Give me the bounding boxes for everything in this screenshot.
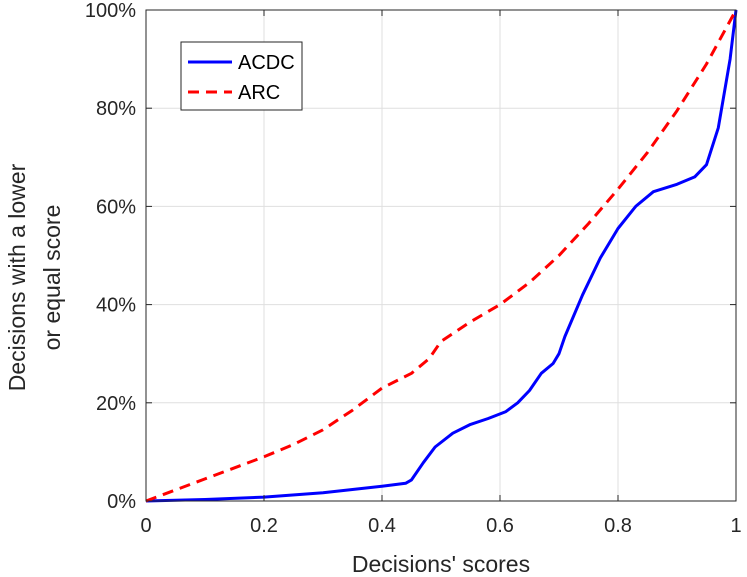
y-tick-label: 80% bbox=[96, 98, 136, 120]
y-tick-label: 60% bbox=[96, 196, 136, 218]
y-tick-label: 0% bbox=[107, 491, 136, 513]
y-axis-label-line-2: or equal score bbox=[39, 205, 65, 351]
x-axis-label: Decisions' scores bbox=[352, 551, 530, 577]
legend-label-acdc: ACDC bbox=[238, 52, 295, 74]
series-line-acdc bbox=[145, 9, 738, 503]
x-tick-label: 0.6 bbox=[486, 515, 514, 537]
y-tick-label: 40% bbox=[96, 295, 136, 317]
y-tick-label: 100% bbox=[85, 0, 136, 22]
x-tick-label: 0.2 bbox=[250, 515, 278, 537]
y-tick-label: 20% bbox=[96, 393, 136, 415]
plot-area-frame bbox=[145, 9, 737, 502]
series-layer bbox=[145, 9, 738, 503]
x-tick-label: 0.8 bbox=[604, 515, 632, 537]
x-tick-label: 0 bbox=[140, 515, 151, 537]
y-axis-label: Decisions with a lower or equal score bbox=[4, 163, 65, 391]
x-tick-label: 1 bbox=[730, 515, 741, 537]
x-tick-label: 0.4 bbox=[368, 515, 396, 537]
legend-box bbox=[180, 41, 303, 111]
y-axis-label-line-1: Decisions with a lower bbox=[4, 163, 30, 391]
legend-label-arc: ARC bbox=[238, 82, 280, 104]
legend: ACDC ARC bbox=[180, 41, 303, 111]
axis-ticks: 0 0.2 0.4 0.6 0.8 1 0% 20% 40% 60% 80% 100% bbox=[85, 0, 742, 537]
series-line-arc bbox=[145, 9, 738, 503]
